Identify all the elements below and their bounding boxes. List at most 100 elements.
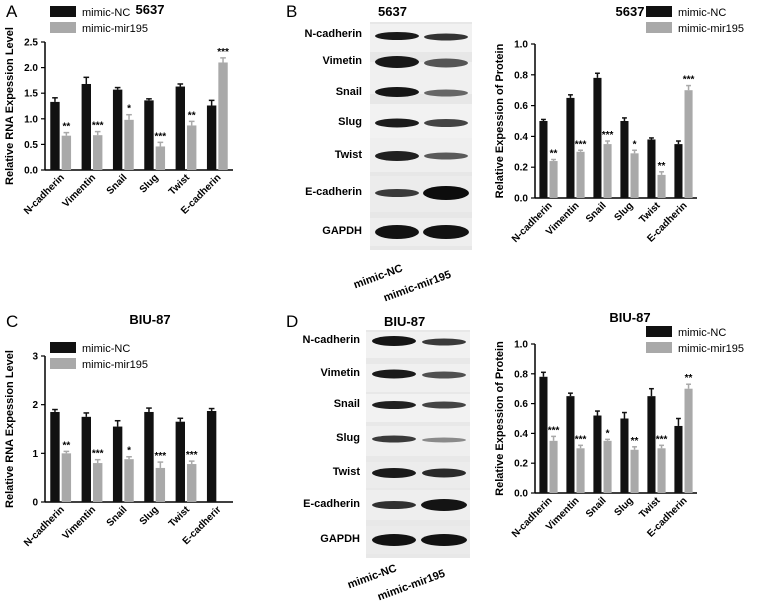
x-category-label: Snail — [584, 495, 609, 520]
y-tick-label: 1.0 — [514, 40, 528, 51]
blot-label-vimetin: Vimetin — [320, 367, 360, 379]
panel-letter-c: C — [6, 312, 19, 331]
bar — [566, 97, 575, 198]
legend-label: mimic-mir195 — [82, 359, 148, 371]
blot-label-n-cadherin: N-cadherin — [304, 28, 362, 40]
y-axis-label: Relative Expession of Protein — [494, 43, 506, 198]
bar — [112, 426, 123, 502]
blot-label-e-cadherin: E-cadherin — [305, 186, 362, 198]
legend-swatch — [646, 342, 672, 353]
blot-label-gapdh: GAPDH — [322, 225, 362, 237]
bar — [144, 411, 154, 502]
bar — [539, 121, 548, 198]
panel-letter-d: D — [286, 312, 299, 331]
x-category-label: Slug — [138, 172, 161, 195]
blot-title-biu87: BIU-87 — [384, 314, 426, 329]
bar — [81, 83, 91, 170]
bar — [187, 125, 197, 170]
y-tick-label: 0.0 — [514, 489, 528, 500]
significance-label: *** — [548, 425, 560, 436]
blot-label-snail: Snail — [335, 86, 362, 98]
significance-label: *** — [155, 451, 167, 462]
blot-label-slug: Slug — [338, 116, 362, 128]
y-tick-label: 1.0 — [24, 114, 38, 125]
bar — [218, 62, 228, 171]
western-blot-biu87 — [366, 330, 470, 558]
bar — [630, 449, 639, 493]
protein-chart-biu87: BIU-87 Relative Expession of Protein 0.0 0.… — [494, 310, 744, 540]
x-category-label: Slug — [613, 200, 636, 223]
legend-label: mimic-NC — [678, 327, 726, 339]
blot-label-vimetin: Vimetin — [322, 55, 362, 67]
y-tick-label: 3 — [32, 352, 38, 363]
y-tick-label: 2.0 — [24, 63, 38, 74]
significance-label: *** — [575, 139, 587, 150]
y-tick-label: 0.0 — [514, 194, 528, 205]
bar — [175, 421, 185, 502]
significance-label: ** — [62, 122, 70, 133]
bar — [657, 174, 666, 198]
bar — [603, 440, 612, 493]
x-category-label: N-cadherin — [22, 504, 67, 549]
bar — [620, 418, 629, 493]
significance-label: * — [127, 104, 131, 115]
significance-label: * — [127, 446, 131, 457]
bar — [155, 467, 166, 502]
bar — [576, 151, 585, 198]
x-category-label: N-cadherin — [510, 200, 555, 245]
bar — [93, 463, 103, 502]
bar — [620, 121, 629, 198]
bar — [593, 77, 602, 198]
western-blot-5637 — [370, 22, 472, 250]
significance-label: *** — [92, 449, 104, 460]
y-tick-label: 0.6 — [514, 101, 528, 112]
legend-swatch — [50, 342, 76, 353]
blot-label-e-cadherin: E-cadherin — [303, 498, 360, 510]
legend-swatch — [646, 6, 672, 17]
x-category-label: Vimentin — [61, 172, 99, 210]
significance-label: *** — [683, 75, 695, 86]
bar — [206, 410, 217, 502]
y-axis-label: Relative RNA Expession Level — [4, 350, 16, 508]
legend-label: mimic-mir195 — [678, 23, 744, 35]
blot-label-twist: Twist — [334, 149, 362, 161]
panel-letter-b: B — [286, 2, 298, 21]
x-category-label: N-cadherin — [510, 495, 555, 540]
rna-chart-5637: 5637 Relative RNA Expession Level 0.0 0.5 1.… — [4, 2, 233, 217]
legend-label: mimic-NC — [678, 7, 726, 19]
bar — [124, 119, 134, 170]
bar — [81, 416, 91, 502]
bar — [61, 453, 72, 502]
bar — [144, 100, 154, 170]
y-axis-label: Relative RNA Expession Level — [4, 27, 16, 185]
bar — [549, 440, 558, 493]
x-category-label: Snail — [105, 504, 130, 529]
legend-swatch — [646, 326, 672, 337]
chart-title: 5637 — [616, 4, 645, 19]
x-category-label: Slug — [613, 495, 636, 518]
blot-label-snail: Snail — [333, 398, 360, 410]
y-tick-label: 0.2 — [514, 459, 528, 470]
blot-label-twist: Twist — [332, 466, 360, 478]
bar — [155, 146, 166, 170]
bar — [657, 448, 666, 493]
significance-label: ** — [188, 110, 196, 121]
y-tick-label: 0.8 — [514, 369, 528, 380]
bar — [593, 415, 602, 493]
y-tick-label: 2 — [32, 400, 38, 411]
y-tick-label: 0.4 — [514, 132, 528, 143]
x-category-label: Twist — [167, 504, 193, 530]
significance-label: * — [633, 139, 637, 150]
blot-label-gapdh: GAPDH — [320, 533, 360, 545]
y-tick-label: 0.2 — [514, 163, 528, 174]
bar — [549, 161, 558, 198]
panel-letter-a: A — [6, 2, 18, 21]
y-tick-label: 1 — [32, 449, 38, 460]
significance-label: * — [606, 428, 610, 439]
significance-label: *** — [155, 131, 167, 142]
x-category-label: Snail — [105, 172, 130, 197]
y-tick-label: 0.8 — [514, 70, 528, 81]
significance-label: ** — [685, 373, 693, 384]
legend-swatch — [50, 22, 76, 33]
